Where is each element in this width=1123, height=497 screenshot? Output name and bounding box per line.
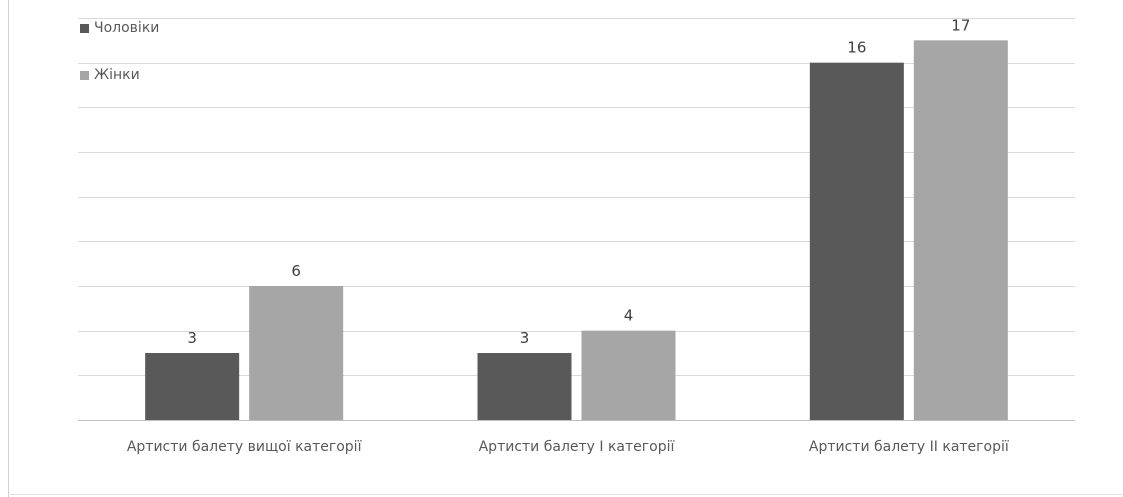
bar [582, 331, 676, 420]
bar [914, 40, 1008, 420]
legend-item-men: Чоловіки [80, 19, 159, 37]
category-tick-label: Артисти балету вищої категорії [127, 439, 362, 455]
category-tick-label: Артисти балету І категорії [479, 439, 675, 455]
bar [249, 286, 343, 420]
bar [810, 63, 904, 420]
bar [145, 353, 239, 420]
category-tick-label: Артисти балету ІІ категорії [809, 439, 1009, 455]
legend-swatch-women [80, 71, 89, 80]
legend-label-men: Чоловіки [94, 20, 159, 36]
data-label: 17 [951, 16, 970, 34]
data-label: 16 [847, 39, 866, 57]
data-label: 6 [291, 262, 301, 280]
data-label: 3 [520, 329, 530, 347]
data-label: 4 [624, 307, 634, 325]
bar [478, 353, 572, 420]
data-label: 3 [187, 329, 197, 347]
legend-swatch-men [80, 24, 89, 33]
legend-item-women: Жінки [80, 66, 140, 84]
legend-label-women: Жінки [94, 67, 140, 83]
